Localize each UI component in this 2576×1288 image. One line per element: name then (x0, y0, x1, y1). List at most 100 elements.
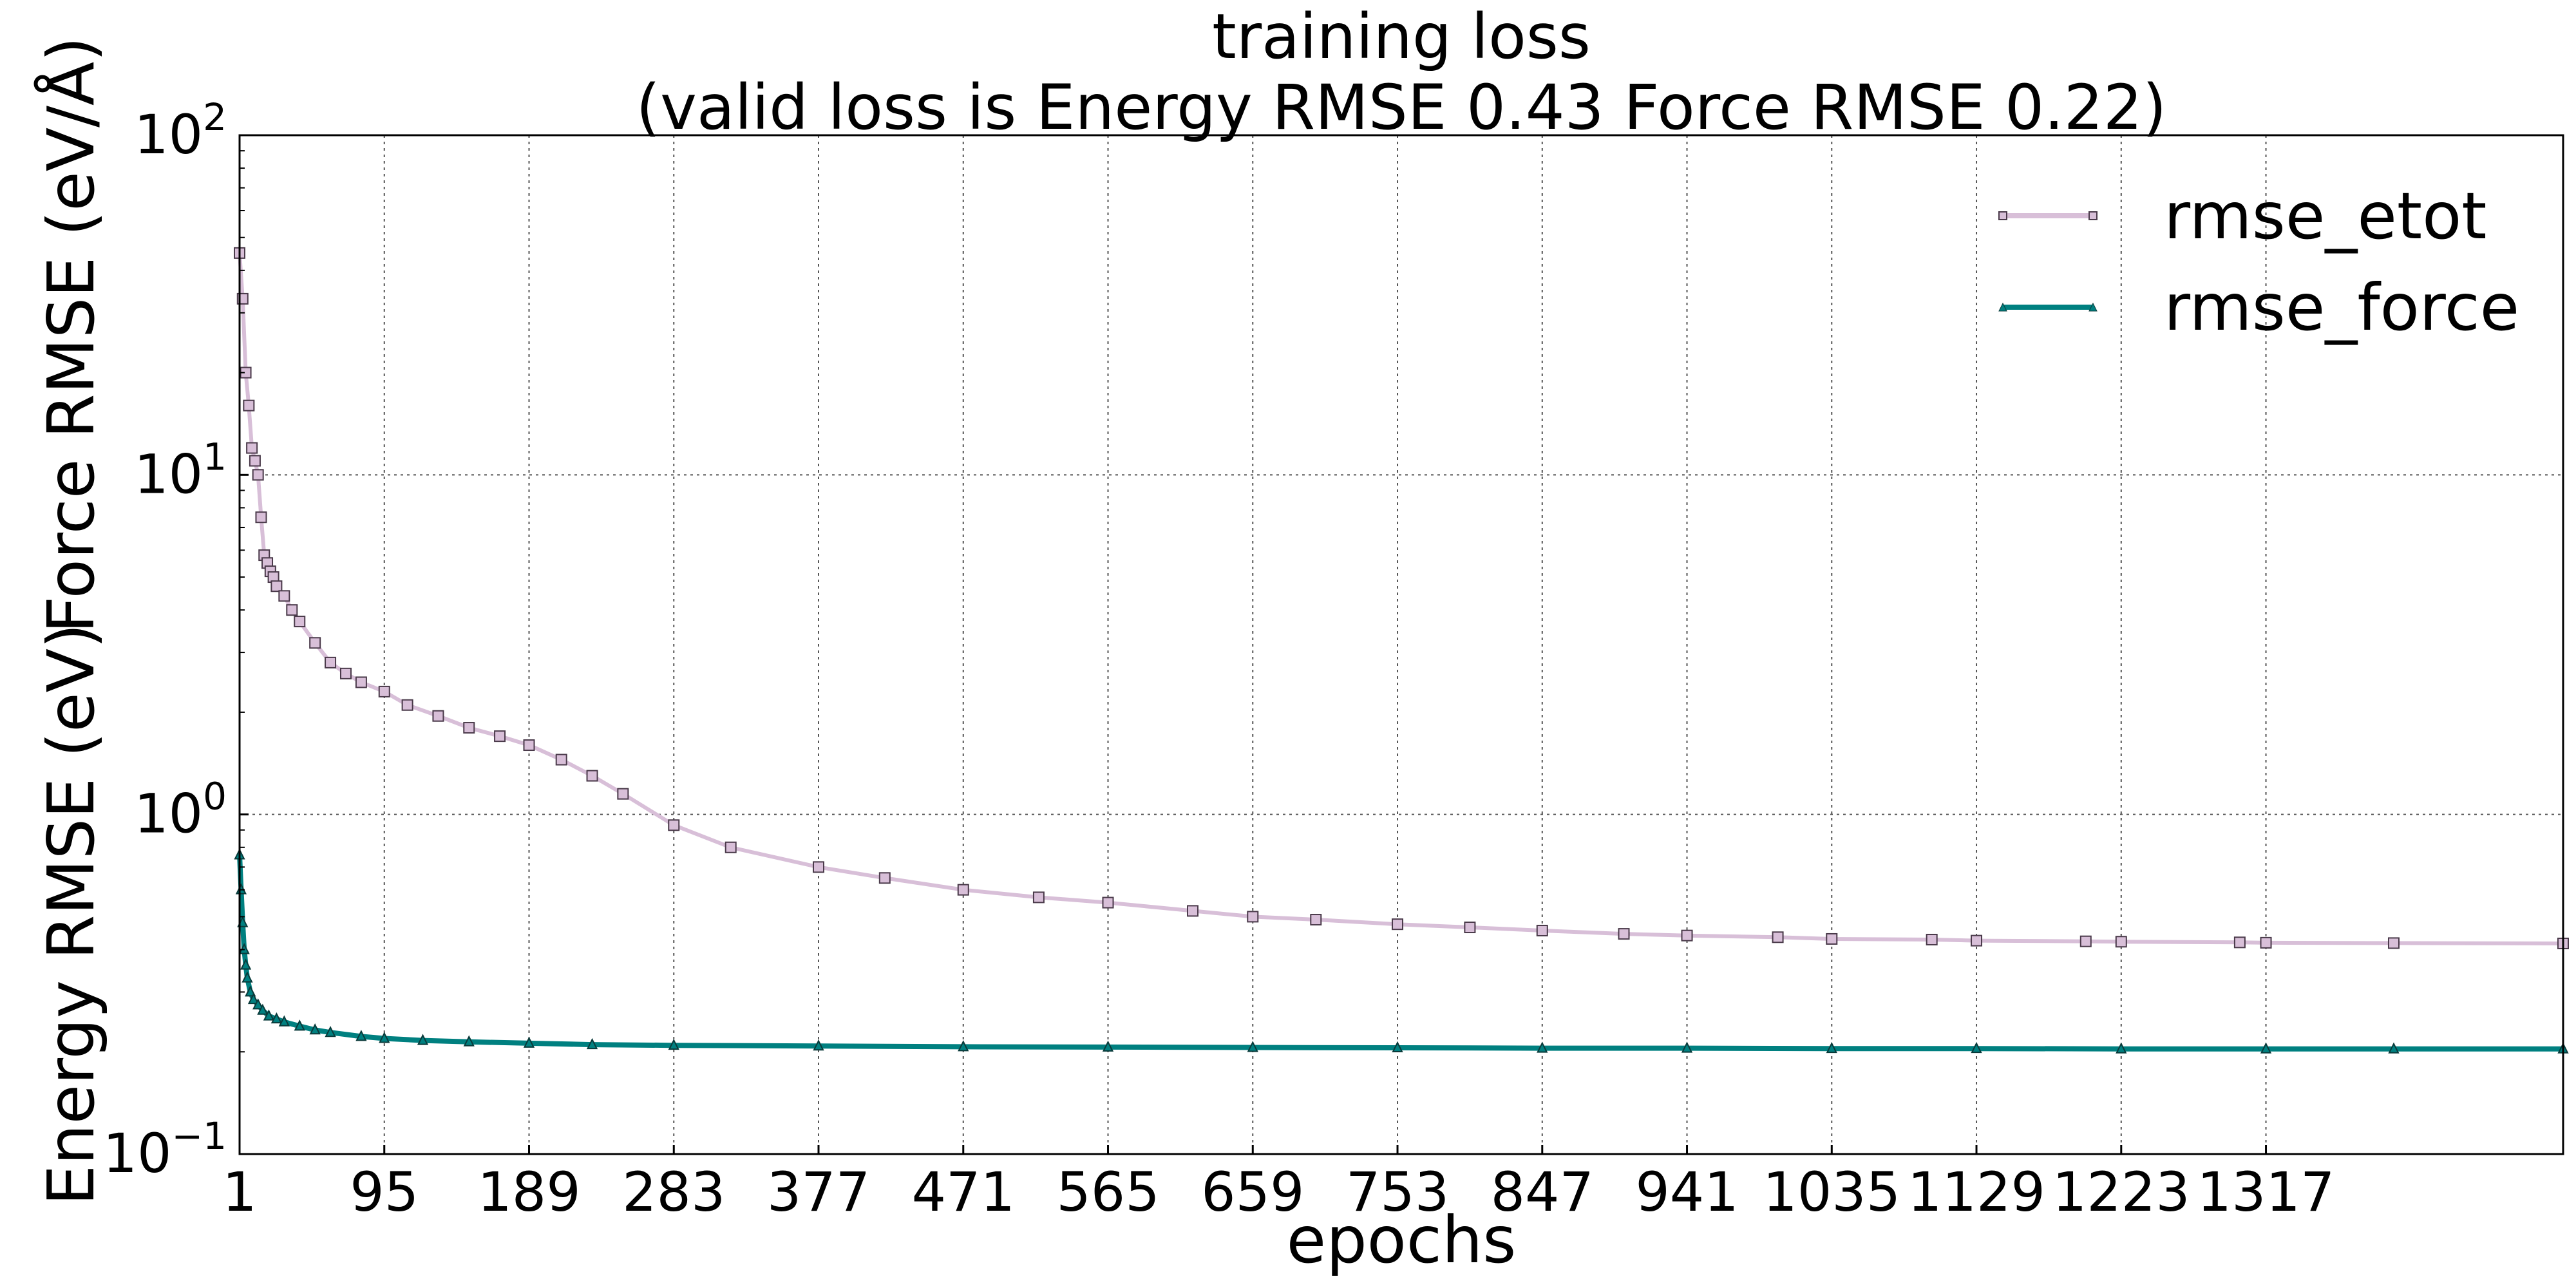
x-tick-label: 659 (1201, 1160, 1304, 1224)
chart-subtitle: (valid loss is Energy RMSE 0.43 Force RM… (636, 71, 2167, 144)
series-line-rmse_force (237, 855, 2563, 1052)
data-point-rmse_etot (255, 511, 267, 524)
data-point-rmse_etot (278, 590, 290, 602)
data-point-rmse_force (257, 1003, 269, 1015)
data-point-rmse_etot (1971, 934, 1983, 947)
data-point-rmse_force (270, 1012, 283, 1024)
data-point-rmse_force (1247, 1041, 1258, 1052)
data-point-rmse_force (813, 1039, 824, 1051)
x-tick-label: 847 (1491, 1160, 1594, 1224)
x-tick-label: 1223 (2052, 1160, 2190, 1224)
series-rmse_force (234, 848, 2569, 1054)
data-point-rmse_force (668, 1038, 679, 1050)
x-tick-label: 283 (622, 1160, 725, 1224)
data-point-rmse_etot (1681, 929, 1693, 942)
x-tick-label: 1317 (2197, 1160, 2335, 1224)
y-tick-labels: 10−1 100 101 102 (103, 95, 249, 1185)
x-tick-label: 189 (477, 1160, 580, 1224)
y-axis-label: Energy RMSE (eV) Force RMSE (eV/Å) (33, 37, 109, 1206)
data-point-rmse_etot (339, 667, 352, 679)
data-point-rmse_etot (957, 884, 969, 896)
data-point-rmse_etot (1310, 914, 1322, 926)
legend-item-force: rmse_force (1998, 270, 2519, 345)
data-point-rmse_etot (724, 841, 737, 853)
data-point-rmse_force (958, 1040, 969, 1052)
y-tick-label: 102 (134, 95, 227, 166)
data-point-rmse_force (417, 1034, 429, 1045)
legend: rmse_etot rmse_force (1998, 178, 2519, 345)
data-point-rmse_etot (1187, 905, 1199, 917)
data-point-rmse_force (1681, 1041, 1693, 1053)
data-point-rmse_force (355, 1030, 367, 1041)
data-point-rmse_etot (813, 861, 825, 873)
x-tick-label: 941 (1635, 1160, 1738, 1224)
data-point-rmse_etot (2079, 935, 2092, 947)
legend-marker-etot (2088, 211, 2098, 220)
data-point-rmse_etot (586, 770, 598, 782)
data-point-rmse_etot (463, 722, 475, 734)
data-point-rmse_etot (432, 710, 444, 722)
data-point-rmse_force (263, 1009, 275, 1021)
data-point-rmse_force (2388, 1042, 2400, 1054)
data-point-rmse_etot (1032, 891, 1045, 904)
data-point-rmse_etot (2115, 936, 2127, 948)
legend-marker-force (1998, 302, 2007, 312)
data-point-rmse_etot (355, 676, 367, 688)
data-point-rmse_force (242, 971, 253, 983)
data-point-rmse_etot (1772, 931, 1784, 943)
x-tick-label: 1035 (1763, 1160, 1900, 1224)
data-point-rmse_force (240, 958, 252, 970)
data-point-rmse_force (252, 998, 264, 1010)
x-tick-label: 753 (1346, 1160, 1449, 1224)
data-point-rmse_etot (1464, 922, 1476, 934)
data-point-rmse_etot (249, 455, 261, 467)
data-point-rmse_etot (2233, 936, 2246, 949)
series-layer (234, 247, 2569, 1054)
data-point-rmse_force (325, 1026, 336, 1037)
x-tick-label: 565 (1056, 1160, 1159, 1224)
data-point-rmse_etot (1102, 896, 1114, 909)
data-point-rmse_etot (1247, 911, 1259, 923)
data-point-rmse_etot (668, 819, 680, 831)
x-tick-label: 95 (350, 1160, 419, 1224)
series-line-rmse_etot (238, 252, 2564, 945)
x-tick-label: 471 (912, 1160, 1015, 1224)
data-point-rmse_etot (1392, 918, 1404, 931)
data-point-rmse_force (1971, 1041, 1982, 1054)
data-point-rmse_force (294, 1019, 305, 1031)
data-point-rmse_etot (2387, 937, 2400, 949)
data-point-rmse_etot (252, 469, 264, 481)
chart-title: training loss (1212, 1, 1591, 73)
data-point-rmse_force (309, 1023, 321, 1035)
data-point-rmse_etot (378, 685, 390, 697)
y-tick-label: 100 (134, 775, 227, 846)
data-point-rmse_force (1537, 1041, 1548, 1053)
x-axis-label: epochs (1287, 1202, 1517, 1278)
x-tick-label: 1 (222, 1160, 256, 1224)
data-point-rmse_etot (617, 788, 629, 800)
data-point-rmse_etot (294, 616, 306, 628)
data-point-rmse_force (463, 1035, 475, 1046)
data-point-rmse_etot (309, 637, 321, 649)
data-point-rmse_etot (401, 699, 413, 711)
data-point-rmse_etot (325, 656, 337, 668)
data-point-rmse_etot (1926, 934, 1938, 946)
data-point-rmse_force (586, 1037, 598, 1050)
x-tick-labels: 1 95 189 283 377 471 565 659 753 847 941 1035 1129 12… (222, 1145, 2334, 1224)
legend-label-etot: rmse_etot (2164, 178, 2487, 254)
y-axis-label-force: Force RMSE (eV/Å) (33, 37, 109, 634)
data-point-rmse_etot (1826, 933, 1838, 945)
data-point-rmse_etot (286, 604, 298, 616)
y-axis-label-energy: Energy RMSE (eV) (33, 623, 109, 1206)
data-point-rmse_force (2260, 1042, 2272, 1054)
x-tick-label: 1129 (1908, 1160, 2045, 1224)
data-point-rmse_force (523, 1036, 535, 1048)
plot-frame (238, 134, 2564, 1155)
data-point-rmse_etot (555, 753, 567, 766)
data-point-rmse_force (1392, 1041, 1403, 1053)
series-rmse_etot (234, 247, 2569, 949)
data-point-rmse_force (247, 992, 260, 1005)
data-point-rmse_force (379, 1032, 390, 1043)
data-point-rmse_etot (878, 872, 891, 884)
